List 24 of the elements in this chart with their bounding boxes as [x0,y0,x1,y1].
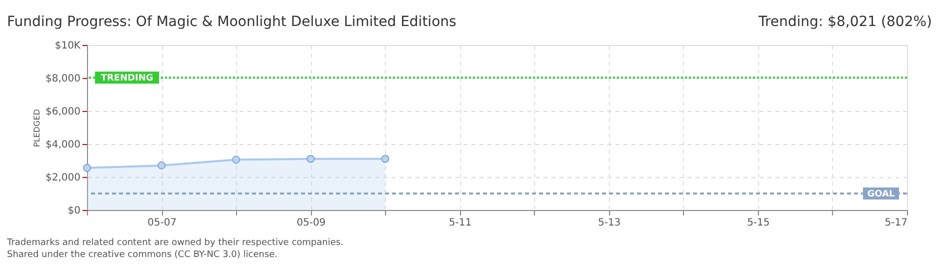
x-tick-label: 5-15 [747,218,770,228]
x-tick-label: 5-17 [884,218,908,228]
y-tick-label: $10K [54,40,81,52]
ref-line-label: GOAL [867,190,896,200]
y-tick-label: $0 [68,206,80,216]
ref-line-label: TRENDING [100,74,154,84]
point [306,154,315,163]
text: Trademarks and related content are owned by their respective companies. [6,238,344,248]
x-tick-label: 05-09 [296,218,326,228]
y-tick-label: $2,000 [46,172,80,184]
chart-subtitle: Trending: $8,021 (802%) [757,14,932,30]
point [82,164,92,172]
point [232,156,240,164]
chart-title: Funding Progress: Of Magic & Moonlight Deluxe Limited Editions [7,14,456,30]
point [158,161,166,170]
x-tick-label: 05-07 [148,218,177,228]
y-axis-title: PLEDGED [32,109,42,147]
point [381,154,390,163]
x-tick-label: 5-11 [448,218,472,228]
y-tick-label: $8,000 [46,74,80,84]
text: Shared under the creative commons (CC BY-NC 3.0) license. [7,250,278,260]
y-tick-label: $4,000 [46,140,80,150]
x-tick-label: 5-13 [598,218,621,228]
y-tick-label: $6,000 [46,106,80,118]
